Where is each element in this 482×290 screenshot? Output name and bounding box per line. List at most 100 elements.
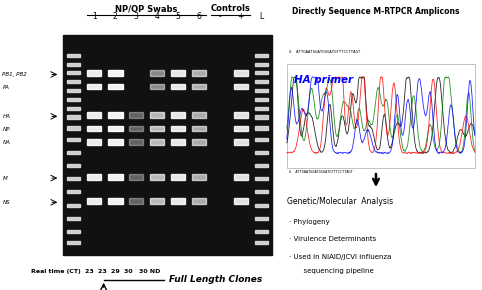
Bar: [255, 107, 268, 110]
Bar: [87, 112, 101, 118]
Bar: [63, 35, 272, 255]
Text: NA: NA: [2, 140, 10, 145]
Text: 6: 6: [197, 12, 201, 21]
Bar: [107, 70, 122, 76]
Text: -: -: [218, 12, 221, 21]
Bar: [67, 230, 80, 233]
Text: HA: HA: [2, 114, 10, 119]
Bar: [255, 204, 268, 207]
Bar: [67, 241, 80, 244]
Bar: [234, 84, 248, 89]
Bar: [87, 174, 101, 180]
Text: · Used in NIAID/JCVI influenza: · Used in NIAID/JCVI influenza: [289, 254, 391, 260]
Bar: [129, 139, 143, 144]
Bar: [67, 80, 80, 83]
Bar: [255, 151, 268, 154]
Text: PA: PA: [2, 85, 9, 90]
Text: 1: 1: [92, 12, 96, 21]
Bar: [107, 126, 122, 131]
Bar: [129, 198, 143, 204]
Text: Controls: Controls: [210, 4, 250, 13]
Bar: [87, 126, 101, 131]
Bar: [234, 112, 248, 118]
Text: L: L: [260, 12, 264, 21]
Bar: [255, 230, 268, 233]
Bar: [255, 217, 268, 220]
Bar: [67, 126, 80, 130]
Bar: [150, 139, 164, 144]
Text: NP: NP: [2, 127, 10, 132]
Bar: [107, 174, 122, 180]
Text: · Phylogeny: · Phylogeny: [289, 219, 330, 225]
Bar: [107, 112, 122, 118]
Text: Full Length Clones: Full Length Clones: [169, 275, 262, 284]
Bar: [67, 98, 80, 101]
Text: · Virulence Determinants: · Virulence Determinants: [289, 236, 376, 242]
Bar: [87, 139, 101, 144]
Bar: [150, 112, 164, 118]
Bar: [67, 54, 80, 57]
Bar: [67, 63, 80, 66]
Bar: [255, 177, 268, 180]
Bar: [192, 84, 206, 89]
Bar: [192, 112, 206, 118]
Bar: [255, 137, 268, 141]
Bar: [255, 164, 268, 167]
Bar: [255, 191, 268, 193]
Bar: [129, 112, 143, 118]
Bar: [171, 198, 185, 204]
Text: 4: 4: [155, 12, 160, 21]
Bar: [171, 84, 185, 89]
Bar: [171, 70, 185, 76]
Text: 3: 3: [134, 12, 138, 21]
Bar: [150, 198, 164, 204]
Bar: [129, 126, 143, 131]
Bar: [67, 137, 80, 141]
Bar: [192, 198, 206, 204]
Text: NP/OP Swabs: NP/OP Swabs: [115, 4, 178, 13]
Bar: [171, 139, 185, 144]
Text: Directly Sequence M-RTPCR Amplicons: Directly Sequence M-RTPCR Amplicons: [292, 7, 460, 16]
Text: PB1, PB2: PB1, PB2: [2, 72, 27, 77]
Bar: [67, 89, 80, 92]
Bar: [67, 164, 80, 167]
Text: +: +: [238, 12, 244, 21]
Text: 5: 5: [175, 12, 180, 21]
Bar: [255, 98, 268, 101]
Bar: [255, 89, 268, 92]
Bar: [255, 241, 268, 244]
Bar: [67, 177, 80, 180]
Text: Real time (CT)  23  23  29  30   30 ND: Real time (CT) 23 23 29 30 30 ND: [31, 269, 161, 274]
Bar: [150, 84, 164, 89]
Bar: [87, 198, 101, 204]
Bar: [171, 126, 185, 131]
Text: 2: 2: [113, 12, 118, 21]
Text: HA primer: HA primer: [294, 75, 353, 85]
Bar: [234, 126, 248, 131]
Bar: [87, 70, 101, 76]
Bar: [287, 64, 475, 168]
Bar: [87, 84, 101, 89]
Bar: [67, 115, 80, 119]
Bar: [150, 70, 164, 76]
Text: NS: NS: [2, 200, 10, 205]
Bar: [67, 217, 80, 220]
Text: G  ATTGAATGGATGSGATGTTTCCTTAGT: G ATTGAATGGATGSGATGTTTCCTTAGT: [289, 170, 353, 174]
Text: sequencing pipeline: sequencing pipeline: [299, 268, 374, 274]
Bar: [67, 151, 80, 154]
Bar: [67, 71, 80, 75]
Bar: [171, 174, 185, 180]
Bar: [192, 70, 206, 76]
Bar: [234, 139, 248, 144]
Bar: [107, 139, 122, 144]
Bar: [234, 174, 248, 180]
Bar: [192, 139, 206, 144]
Bar: [192, 126, 206, 131]
Bar: [150, 174, 164, 180]
Bar: [255, 71, 268, 75]
Bar: [171, 112, 185, 118]
Bar: [67, 204, 80, 207]
Text: G  ATTGAATGGATGSGATGTTTCCTTAGT: G ATTGAATGGATGSGATGTTTCCTTAGT: [289, 50, 361, 54]
Bar: [107, 84, 122, 89]
Bar: [255, 63, 268, 66]
